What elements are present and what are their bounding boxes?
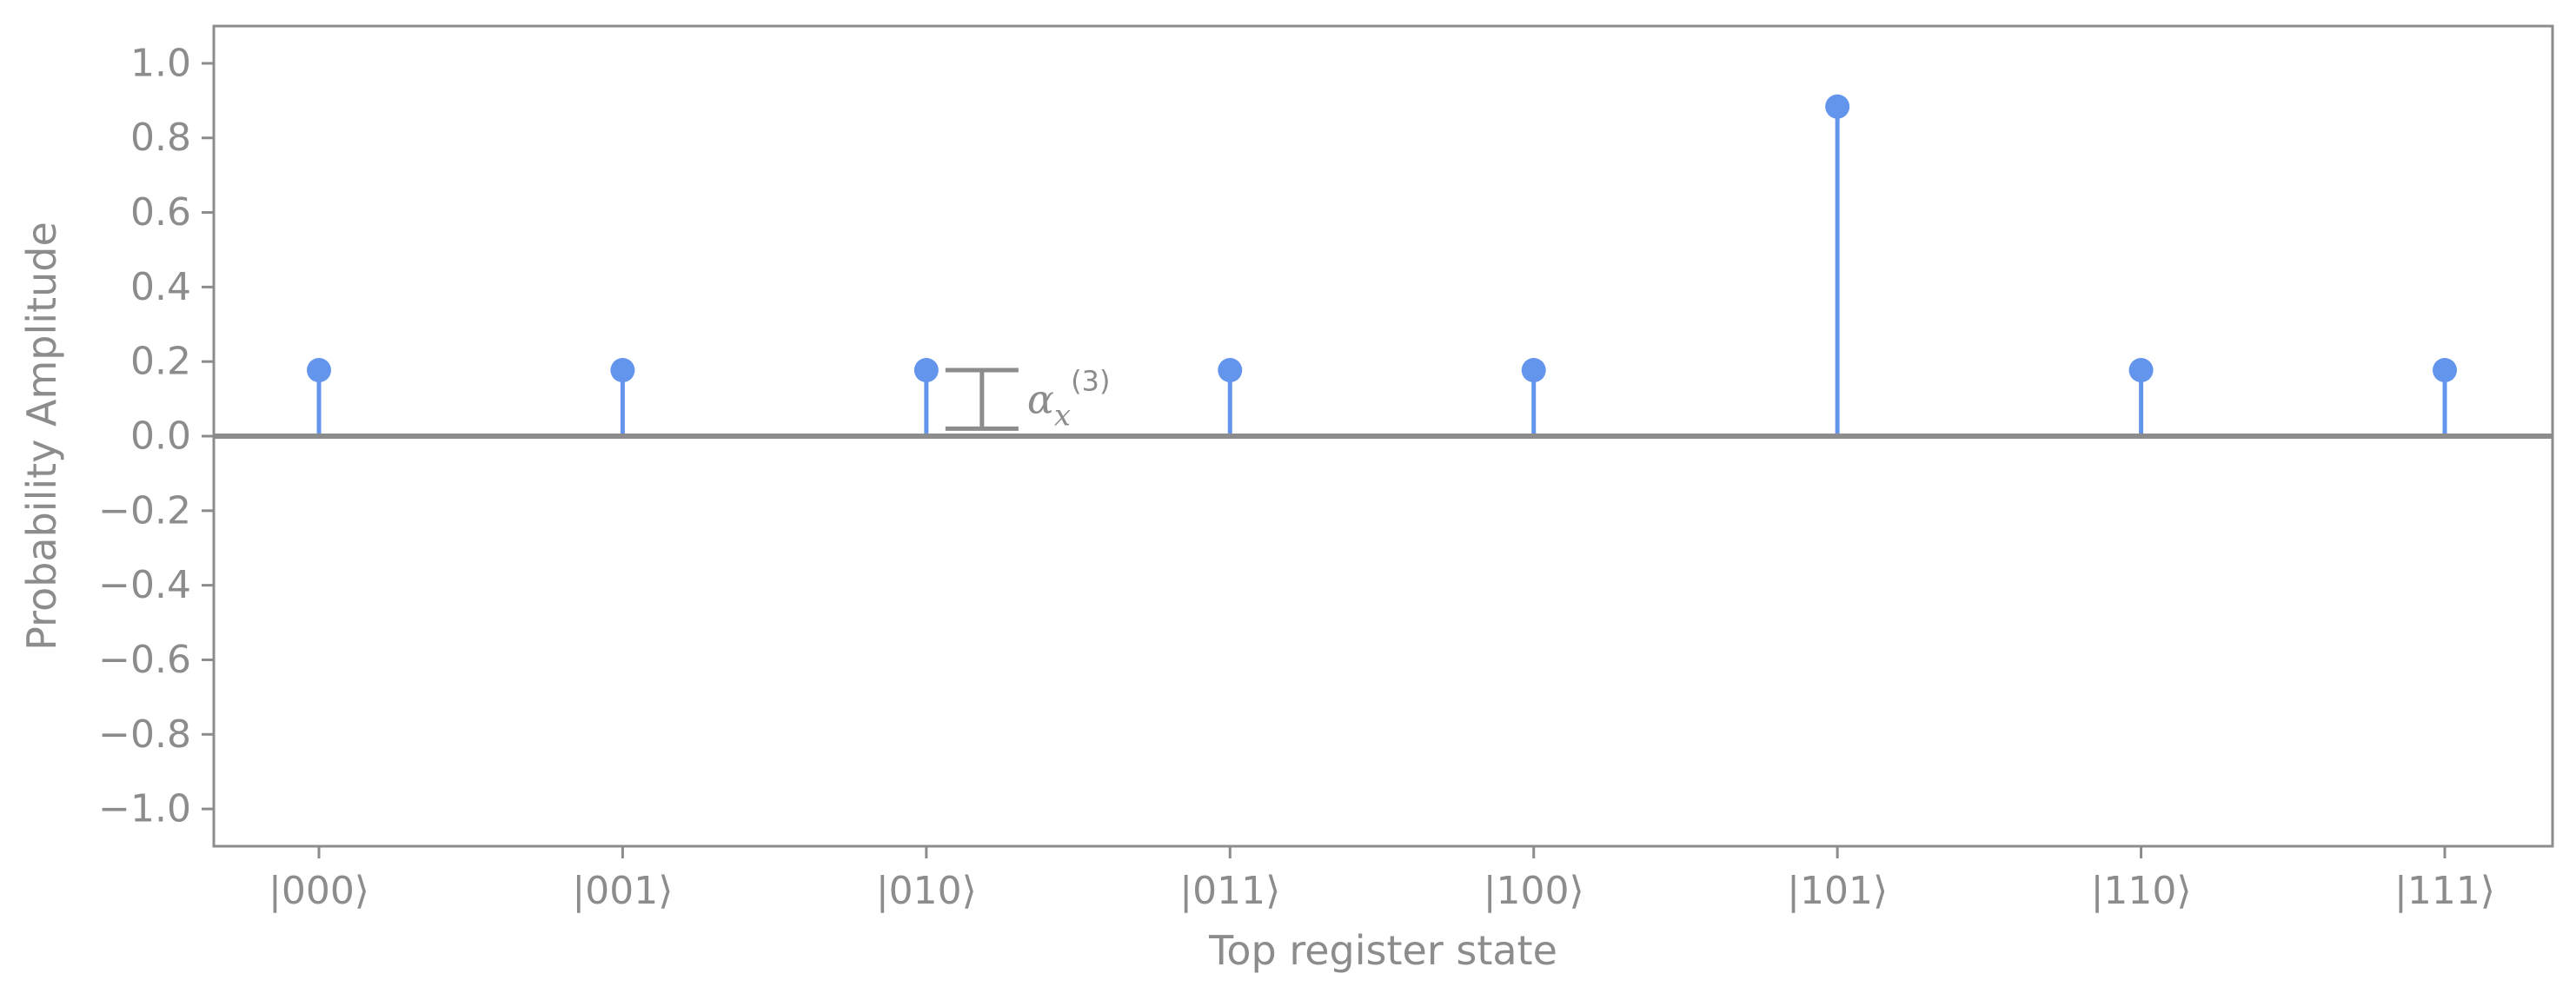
x-tick-label: |100⟩ — [1484, 869, 1584, 913]
stem-marker — [610, 358, 635, 383]
stem-marker — [2433, 358, 2457, 383]
y-tick-label: −0.8 — [98, 712, 191, 757]
y-tick-label: 1.0 — [130, 41, 191, 85]
x-tick-label: |011⟩ — [1179, 869, 1280, 913]
y-tick-label: −1.0 — [98, 787, 191, 831]
x-tick-label: |010⟩ — [876, 869, 977, 913]
x-tick-label: |101⟩ — [1787, 869, 1888, 913]
x-tick-label: |000⟩ — [269, 869, 369, 913]
alpha-annotation-label: αx(3) — [1027, 365, 1111, 434]
stem-marker — [1825, 94, 1850, 119]
amplitude-bracket — [945, 368, 1019, 431]
stem-marker — [1521, 358, 1546, 383]
x-axis-title: Top register state — [1208, 927, 1557, 974]
alpha-symbol: α — [1027, 376, 1054, 423]
y-tick-label: 0.4 — [130, 265, 191, 309]
plot-frame — [212, 24, 2554, 848]
stem-marker — [2128, 358, 2154, 383]
y-axis-title: Probability Amplitude — [18, 222, 65, 651]
x-tick-label: |001⟩ — [572, 869, 673, 913]
y-tick-label: −0.4 — [98, 563, 191, 607]
y-tick-label: −0.6 — [98, 638, 191, 682]
stem-marker — [1218, 358, 1243, 383]
stem-marker — [307, 358, 331, 383]
x-axis-ticks: |000⟩ |001⟩ |010⟩ |011⟩ |100⟩ |101⟩ |110⟩ |111⟩ — [269, 846, 2495, 913]
y-tick-label: −0.2 — [98, 488, 191, 533]
y-tick-label: 0.8 — [130, 116, 191, 160]
y-tick-label: 0.0 — [130, 414, 191, 459]
x-tick-label: |110⟩ — [2091, 869, 2192, 913]
stem-series — [307, 94, 2457, 436]
y-tick-label: 0.2 — [130, 340, 191, 384]
alpha-annotation: αx(3) — [945, 365, 1111, 434]
y-axis-ticks: 1.0 0.8 0.6 0.4 0.2 0.0 −0.2 −0.4 −0.6 −0.8 −1.0 — [98, 41, 214, 831]
stem-marker — [913, 358, 939, 383]
x-tick-label: |111⟩ — [2394, 869, 2495, 913]
y-tick-label: 0.6 — [130, 190, 191, 235]
alpha-subscript: x — [1054, 399, 1071, 434]
alpha-superscript: (3) — [1071, 365, 1110, 398]
